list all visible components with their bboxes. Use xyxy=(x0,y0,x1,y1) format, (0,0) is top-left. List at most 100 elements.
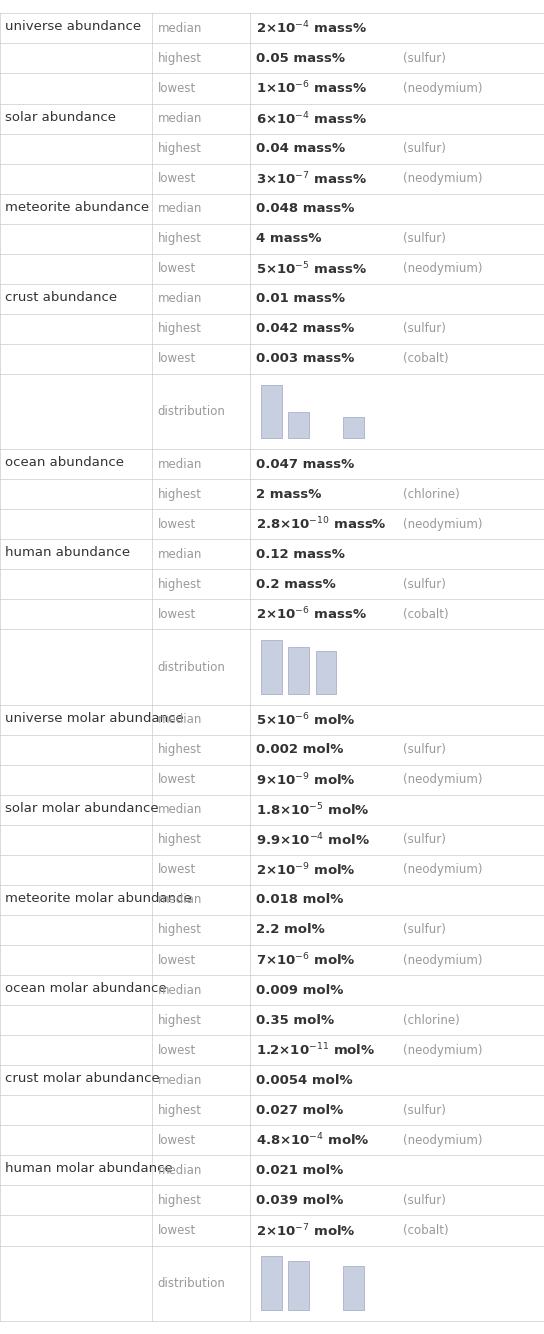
Text: crust molar abundance: crust molar abundance xyxy=(5,1073,160,1086)
Text: distribution: distribution xyxy=(158,1277,226,1290)
Text: (neodymium): (neodymium) xyxy=(403,954,482,967)
Text: 1.2×10$^{-11}$ mol%: 1.2×10$^{-11}$ mol% xyxy=(256,1042,375,1058)
Text: median: median xyxy=(158,292,202,305)
Text: 2×10$^{-9}$ mol%: 2×10$^{-9}$ mol% xyxy=(256,862,355,878)
Text: highest: highest xyxy=(158,743,202,756)
Text: (neodymium): (neodymium) xyxy=(403,518,482,531)
Text: 4.8×10$^{-4}$ mol%: 4.8×10$^{-4}$ mol% xyxy=(256,1133,369,1149)
Text: 0.018 mol%: 0.018 mol% xyxy=(256,894,343,906)
Text: (neodymium): (neodymium) xyxy=(403,81,482,95)
Bar xyxy=(261,640,282,694)
Text: (sulfur): (sulfur) xyxy=(403,323,446,335)
Text: 0.047 mass%: 0.047 mass% xyxy=(256,458,354,471)
Text: lowest: lowest xyxy=(158,263,196,275)
Text: crust abundance: crust abundance xyxy=(5,291,118,304)
Text: 0.05 mass%: 0.05 mass% xyxy=(256,52,345,65)
Text: lowest: lowest xyxy=(158,774,196,786)
Text: highest: highest xyxy=(158,578,202,591)
Text: lowest: lowest xyxy=(158,352,196,366)
Text: highest: highest xyxy=(158,52,202,65)
Text: 2.2 mol%: 2.2 mol% xyxy=(256,923,324,936)
Text: 4 mass%: 4 mass% xyxy=(256,232,321,245)
Text: 1×10$^{-6}$ mass%: 1×10$^{-6}$ mass% xyxy=(256,80,367,97)
Text: universe abundance: universe abundance xyxy=(5,20,141,33)
Text: (chlorine): (chlorine) xyxy=(403,488,459,500)
Text: (sulfur): (sulfur) xyxy=(403,834,446,846)
Bar xyxy=(288,1261,309,1310)
Text: median: median xyxy=(158,983,202,996)
Text: median: median xyxy=(158,548,202,560)
Text: (sulfur): (sulfur) xyxy=(403,232,446,245)
Text: (neodymium): (neodymium) xyxy=(403,1134,482,1147)
Text: 0.003 mass%: 0.003 mass% xyxy=(256,352,354,366)
Text: median: median xyxy=(158,1163,202,1177)
Text: 5×10$^{-6}$ mol%: 5×10$^{-6}$ mol% xyxy=(256,711,355,728)
Text: distribution: distribution xyxy=(158,660,226,674)
Text: median: median xyxy=(158,714,202,726)
Text: 0.35 mol%: 0.35 mol% xyxy=(256,1014,334,1027)
Bar xyxy=(261,384,282,439)
Text: highest: highest xyxy=(158,1194,202,1207)
Text: median: median xyxy=(158,203,202,215)
Text: lowest: lowest xyxy=(158,518,196,531)
Text: median: median xyxy=(158,894,202,906)
Text: highest: highest xyxy=(158,923,202,936)
Text: (sulfur): (sulfur) xyxy=(403,923,446,936)
Text: solar molar abundance: solar molar abundance xyxy=(5,802,159,815)
Text: median: median xyxy=(158,458,202,471)
Text: 2 mass%: 2 mass% xyxy=(256,488,321,500)
Bar xyxy=(316,651,336,694)
Bar xyxy=(288,412,309,439)
Text: 1.8×10$^{-5}$ mol%: 1.8×10$^{-5}$ mol% xyxy=(256,802,369,818)
Text: median: median xyxy=(158,21,202,35)
Bar xyxy=(261,1257,282,1310)
Text: highest: highest xyxy=(158,232,202,245)
Text: universe molar abundance: universe molar abundance xyxy=(5,711,184,724)
Text: (sulfur): (sulfur) xyxy=(403,143,446,155)
Text: 0.039 mol%: 0.039 mol% xyxy=(256,1194,343,1207)
Text: lowest: lowest xyxy=(158,954,196,967)
Text: 6×10$^{-4}$ mass%: 6×10$^{-4}$ mass% xyxy=(256,111,367,127)
Text: highest: highest xyxy=(158,488,202,500)
Text: 0.04 mass%: 0.04 mass% xyxy=(256,143,345,155)
Text: highest: highest xyxy=(158,834,202,846)
Text: (cobalt): (cobalt) xyxy=(403,1225,448,1237)
Text: lowest: lowest xyxy=(158,1043,196,1057)
Text: 0.009 mol%: 0.009 mol% xyxy=(256,983,343,996)
Text: highest: highest xyxy=(158,1103,202,1117)
Text: (neodymium): (neodymium) xyxy=(403,1043,482,1057)
Text: 2×10$^{-4}$ mass%: 2×10$^{-4}$ mass% xyxy=(256,20,367,36)
Text: median: median xyxy=(158,1074,202,1087)
Text: (neodymium): (neodymium) xyxy=(403,774,482,786)
Bar xyxy=(288,647,309,694)
Text: lowest: lowest xyxy=(158,172,196,185)
Text: 0.01 mass%: 0.01 mass% xyxy=(256,292,345,305)
Text: 2.8×10$^{-10}$ mass%: 2.8×10$^{-10}$ mass% xyxy=(256,516,386,532)
Text: highest: highest xyxy=(158,143,202,155)
Text: distribution: distribution xyxy=(158,406,226,418)
Text: lowest: lowest xyxy=(158,1225,196,1237)
Text: median: median xyxy=(158,112,202,125)
Text: 5×10$^{-5}$ mass%: 5×10$^{-5}$ mass% xyxy=(256,260,367,277)
Bar xyxy=(343,1266,363,1310)
Text: 0.048 mass%: 0.048 mass% xyxy=(256,203,354,215)
Text: highest: highest xyxy=(158,323,202,335)
Text: 0.027 mol%: 0.027 mol% xyxy=(256,1103,343,1117)
Text: solar abundance: solar abundance xyxy=(5,111,116,124)
Text: ocean molar abundance: ocean molar abundance xyxy=(5,982,167,995)
Text: (neodymium): (neodymium) xyxy=(403,263,482,275)
Text: (sulfur): (sulfur) xyxy=(403,743,446,756)
Text: (sulfur): (sulfur) xyxy=(403,578,446,591)
Text: 0.002 mol%: 0.002 mol% xyxy=(256,743,343,756)
Text: lowest: lowest xyxy=(158,608,196,620)
Text: (neodymium): (neodymium) xyxy=(403,172,482,185)
Text: 2×10$^{-7}$ mol%: 2×10$^{-7}$ mol% xyxy=(256,1222,355,1239)
Text: lowest: lowest xyxy=(158,81,196,95)
Text: 9×10$^{-9}$ mol%: 9×10$^{-9}$ mol% xyxy=(256,771,355,788)
Bar xyxy=(343,418,363,439)
Text: lowest: lowest xyxy=(158,863,196,876)
Text: (sulfur): (sulfur) xyxy=(403,1194,446,1207)
Text: 3×10$^{-7}$ mass%: 3×10$^{-7}$ mass% xyxy=(256,171,367,187)
Text: 2×10$^{-6}$ mass%: 2×10$^{-6}$ mass% xyxy=(256,606,367,623)
Text: meteorite molar abundance: meteorite molar abundance xyxy=(5,892,192,904)
